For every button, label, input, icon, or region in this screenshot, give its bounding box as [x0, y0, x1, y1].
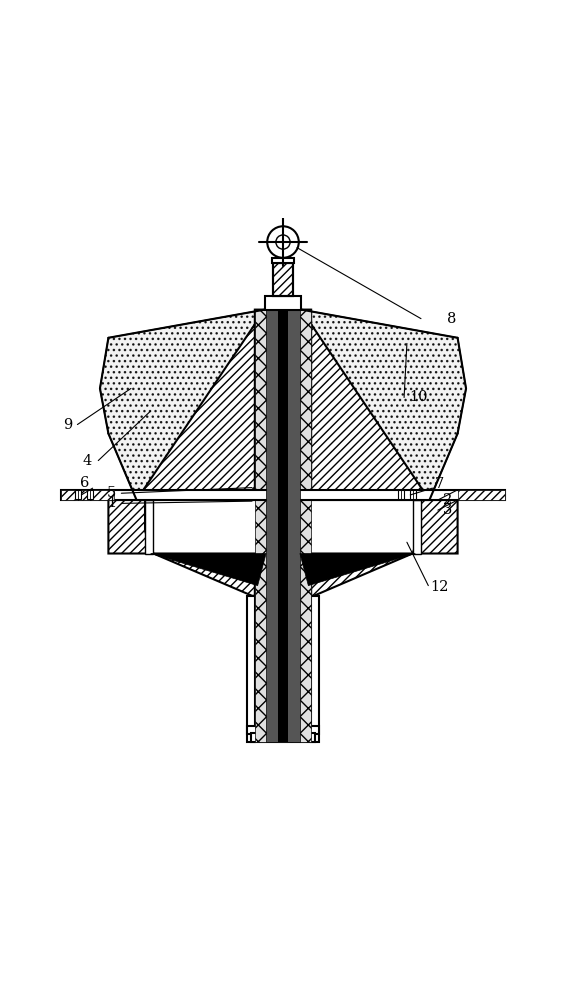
Bar [273, 263, 293, 296]
Bar [255, 596, 311, 742]
Polygon shape [413, 500, 457, 554]
Polygon shape [109, 500, 153, 554]
Text: 12: 12 [430, 580, 449, 594]
Circle shape [267, 226, 299, 258]
Bar [265, 296, 301, 310]
Bar [61, 490, 505, 500]
Text: 2: 2 [443, 493, 453, 507]
Polygon shape [100, 310, 265, 500]
Bar [311, 596, 319, 742]
Polygon shape [153, 554, 255, 596]
Polygon shape [136, 310, 265, 500]
Polygon shape [311, 554, 413, 596]
Text: 7: 7 [435, 477, 444, 491]
Bar [278, 307, 288, 742]
Bar [273, 263, 293, 296]
Bar [255, 310, 311, 742]
Bar [145, 500, 153, 554]
Text: 5: 5 [107, 486, 117, 500]
Text: 10: 10 [409, 390, 427, 404]
Bar [398, 490, 404, 499]
Text: 3: 3 [443, 503, 453, 517]
Polygon shape [300, 554, 415, 586]
Bar [247, 726, 319, 734]
Bar [413, 500, 421, 554]
Bar [61, 490, 114, 500]
Polygon shape [151, 554, 266, 586]
Text: 8: 8 [447, 312, 457, 326]
Text: 4: 4 [83, 454, 92, 468]
Bar [247, 596, 255, 742]
Text: 1: 1 [107, 496, 117, 510]
Bar [87, 490, 93, 499]
Text: 6: 6 [80, 476, 89, 490]
Text: 9: 9 [63, 418, 72, 432]
Bar [75, 490, 81, 499]
Polygon shape [301, 310, 430, 500]
Bar [266, 310, 300, 742]
Bar [410, 490, 417, 499]
Bar [272, 258, 294, 263]
Bar [251, 733, 315, 742]
Bar [457, 490, 505, 500]
Polygon shape [301, 310, 466, 500]
Circle shape [276, 235, 290, 249]
